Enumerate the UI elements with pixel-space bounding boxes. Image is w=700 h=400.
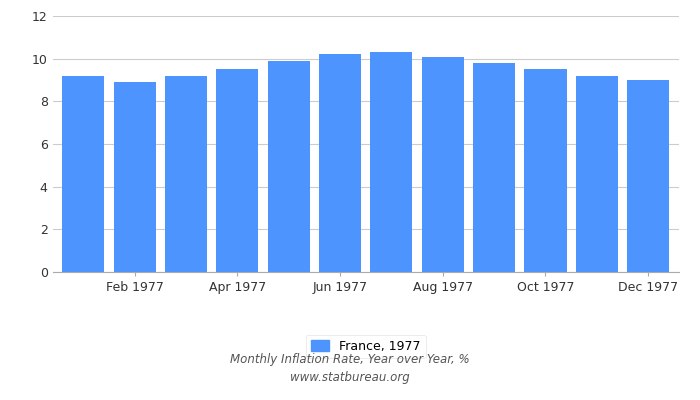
- Bar: [267, 61, 310, 272]
- Bar: [370, 52, 412, 272]
- Bar: [319, 54, 361, 272]
- Bar: [627, 80, 669, 272]
- Bar: [524, 69, 566, 272]
- Bar: [62, 76, 104, 272]
- Text: Monthly Inflation Rate, Year over Year, %: Monthly Inflation Rate, Year over Year, …: [230, 354, 470, 366]
- Bar: [165, 76, 207, 272]
- Bar: [216, 69, 258, 272]
- Bar: [421, 56, 464, 272]
- Legend: France, 1977: France, 1977: [306, 334, 426, 358]
- Text: www.statbureau.org: www.statbureau.org: [290, 372, 410, 384]
- Bar: [473, 63, 515, 272]
- Bar: [576, 76, 618, 272]
- Bar: [113, 82, 155, 272]
